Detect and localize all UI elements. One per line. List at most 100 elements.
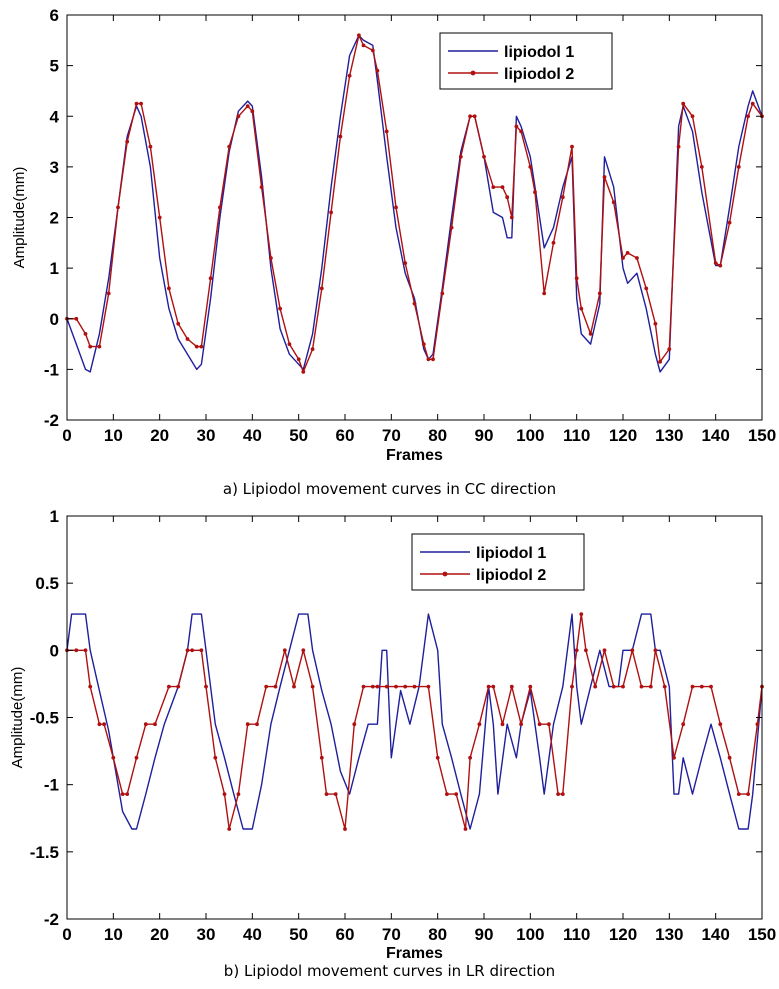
cc-x-tick-label: 40 — [243, 426, 262, 445]
lr-series-2-point — [412, 684, 417, 689]
lr-series-2-point — [176, 684, 181, 689]
lr-series-2-point — [125, 792, 130, 796]
lr-series-2-point — [167, 684, 171, 689]
lr-series-2-point — [394, 684, 398, 689]
lr-x-tick-label: 30 — [197, 925, 216, 944]
cc-x-tick-label: 150 — [748, 426, 776, 445]
cc-series-1-line — [66, 34, 763, 373]
cc-x-tick-label: 90 — [475, 426, 494, 445]
lr-series-2-point — [134, 755, 139, 760]
lr-x-tick-label: 10 — [104, 925, 123, 944]
cc-series-2-point — [74, 316, 79, 321]
lr-series-2-point — [602, 648, 607, 653]
cc-series-2-point — [106, 291, 111, 296]
lr-series-2-point — [102, 722, 106, 727]
cc-series-2-point — [514, 124, 519, 129]
lr-series-2-point — [361, 684, 366, 689]
cc-series-2-point — [185, 337, 190, 341]
cc-series-2-point — [338, 134, 343, 139]
cc-legend-label-1: lipiodol 1 — [504, 44, 574, 61]
cc-series-2-point — [579, 306, 584, 311]
cc-series-2-point — [347, 73, 352, 78]
lr-series-2-point — [227, 827, 232, 831]
lr-series-2-point — [352, 722, 357, 727]
cc-series-2-point — [505, 195, 510, 200]
cc-x-tick-label: 30 — [197, 426, 216, 445]
cc-series-2-line — [67, 34, 763, 373]
cc-series-2-point — [528, 165, 533, 169]
cc-x-tick-label: 100 — [516, 426, 544, 445]
lr-x-tick-label: 70 — [382, 925, 401, 944]
cc-x-tick-label: 110 — [563, 426, 590, 445]
lr-x-tick-label: 20 — [150, 925, 169, 944]
lr-series-2-point — [556, 792, 560, 796]
lr-series-2-point — [579, 612, 584, 616]
cc-series-2-point — [157, 215, 162, 220]
lr-x-tick-label: 150 — [748, 925, 776, 944]
cc-series-2-point — [250, 109, 255, 114]
lr-series-2-point — [319, 755, 324, 760]
cc-series-2-point — [176, 321, 181, 326]
lr-series-2-point — [468, 755, 472, 760]
cc-series-2-point — [421, 342, 426, 346]
lr-series-2-point — [384, 684, 389, 689]
cc-series-2-point — [542, 291, 547, 296]
lr-series-2-point — [519, 722, 523, 727]
cc-x-tick-label: 50 — [289, 426, 308, 445]
lr-series-2-point — [672, 755, 676, 760]
lr-series-2-point — [74, 648, 79, 653]
lr-series-2-point — [83, 648, 88, 653]
lr-y-axis-label: Amplitude(mm) — [9, 667, 26, 769]
lr-legend-box — [411, 533, 585, 591]
lr-series-2-point — [88, 684, 93, 689]
lr-series-1-line — [66, 613, 763, 830]
lr-series-2-point — [435, 755, 440, 760]
lr-series-2-point — [199, 648, 204, 653]
lr-legend-marker — [442, 571, 448, 577]
cc-series-2-point — [718, 263, 723, 268]
lr-series-2-point — [547, 722, 551, 727]
cc-y-axis-label: Amplitude(mm) — [11, 167, 28, 269]
cc-series-2-point — [574, 276, 579, 281]
lr-x-tick-label: 130 — [655, 925, 683, 944]
lr-series-2-line — [67, 613, 763, 830]
cc-series-2-point — [83, 332, 88, 336]
cc-series-2-point — [482, 154, 486, 159]
cc-y-tick-label: 1 — [50, 259, 59, 278]
lr-x-tick-label: 0 — [62, 925, 71, 944]
cc-series-2-point — [750, 101, 755, 106]
cc-series-2-point — [676, 144, 681, 149]
lr-series-2-point — [593, 684, 598, 689]
cc-series-2-point — [440, 291, 445, 296]
cc-y-tick-label: 0 — [50, 310, 59, 329]
lr-series-2-point — [190, 648, 195, 653]
cc-series-2-point — [621, 256, 625, 260]
lr-y-tick-label: 0 — [50, 641, 59, 660]
cc-series-2-point — [148, 144, 153, 149]
cc-series-2-point — [625, 251, 630, 255]
lr-series-2-point — [574, 648, 579, 653]
cc-x-tick-label: 120 — [609, 426, 637, 445]
cc-legend-marker — [470, 70, 476, 76]
cc-series-2-point — [394, 205, 398, 210]
lr-series-2-point — [264, 684, 269, 689]
cc-series-2-point — [361, 43, 366, 48]
cc-series-2-point — [97, 344, 102, 349]
cc-series-2-point — [736, 165, 741, 169]
lr-series-2-point — [690, 684, 695, 689]
lr-series-2-point — [301, 648, 306, 653]
cc-x-tick-label: 70 — [382, 426, 401, 445]
cc-series-2-point — [727, 220, 732, 225]
lr-series-2-point — [681, 722, 686, 727]
lr-x-tick-label: 90 — [475, 925, 494, 944]
cc-series-2-point — [713, 261, 718, 265]
lr-series-2-point — [528, 684, 533, 689]
lr-x-tick-label: 60 — [336, 925, 355, 944]
lr-series-2-point — [755, 722, 760, 727]
cc-series-2-point — [597, 291, 602, 296]
lr-series-2-point — [509, 684, 514, 689]
lr-x-tick-label: 50 — [289, 925, 308, 944]
lr-y-tick-label: -1.5 — [30, 843, 59, 862]
cc-series-2-point — [125, 139, 130, 144]
